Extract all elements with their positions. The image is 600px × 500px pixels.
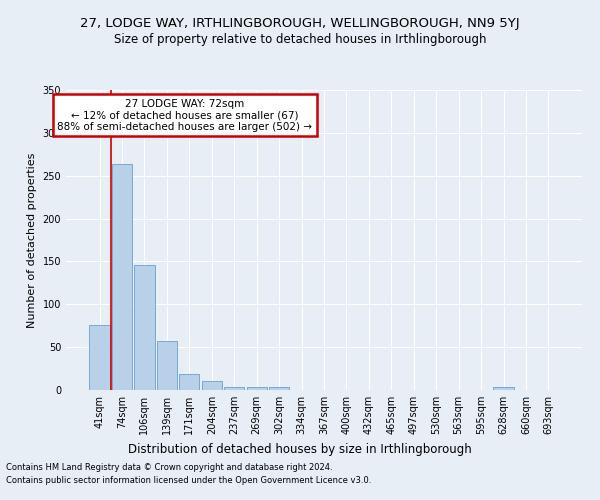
Bar — [89, 325, 110, 390]
Bar — [493, 388, 514, 390]
Text: 27, LODGE WAY, IRTHLINGBOROUGH, WELLINGBOROUGH, NN9 5YJ: 27, LODGE WAY, IRTHLINGBOROUGH, WELLINGB… — [80, 18, 520, 30]
Bar — [112, 164, 132, 390]
Bar — [202, 380, 222, 390]
Bar — [179, 374, 199, 390]
Y-axis label: Number of detached properties: Number of detached properties — [27, 152, 37, 328]
Text: 27 LODGE WAY: 72sqm
← 12% of detached houses are smaller (67)
88% of semi-detach: 27 LODGE WAY: 72sqm ← 12% of detached ho… — [58, 98, 313, 132]
Bar — [269, 386, 289, 390]
Bar — [157, 341, 177, 390]
Bar — [224, 388, 244, 390]
Text: Contains HM Land Registry data © Crown copyright and database right 2024.: Contains HM Land Registry data © Crown c… — [6, 464, 332, 472]
Text: Contains public sector information licensed under the Open Government Licence v3: Contains public sector information licen… — [6, 476, 371, 485]
Bar — [134, 265, 155, 390]
Bar — [247, 386, 267, 390]
Text: Distribution of detached houses by size in Irthlingborough: Distribution of detached houses by size … — [128, 442, 472, 456]
Text: Size of property relative to detached houses in Irthlingborough: Size of property relative to detached ho… — [114, 32, 486, 46]
